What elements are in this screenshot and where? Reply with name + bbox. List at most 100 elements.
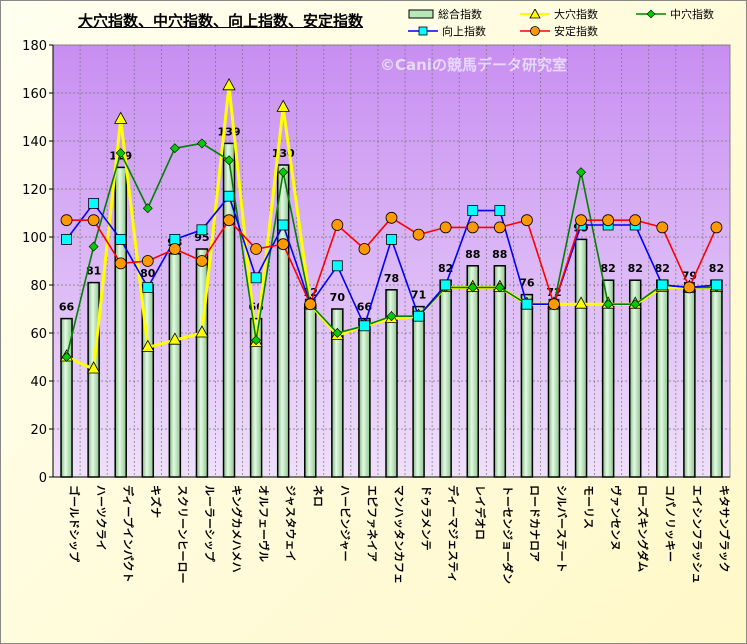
point-kojo (61, 233, 72, 245)
legend-item-oana: 大穴指数 (520, 6, 598, 22)
point-kojo (494, 205, 506, 217)
point-chuana (630, 299, 641, 310)
x-category-label: ハーツクライ (95, 485, 108, 551)
bar-sogo (412, 305, 425, 478)
point-kojo (169, 233, 181, 245)
point-oana (195, 325, 209, 338)
point-kojo (115, 233, 127, 245)
x-category-label: ハービンジャー (338, 485, 352, 561)
y-tick-label: 180 (22, 39, 47, 54)
point-antei (385, 211, 398, 224)
point-antei (412, 228, 425, 241)
y-tick-label: 80 (30, 279, 47, 294)
point-kojo (656, 279, 668, 291)
legend-label: 安定指数 (554, 25, 598, 38)
point-antei (493, 221, 506, 234)
x-category-label: コパノリッキー (663, 485, 676, 562)
legend-item-kojo: 向上指数 (408, 23, 486, 39)
bar-sogo (574, 238, 588, 478)
bar-sogo (276, 164, 290, 478)
point-oana (86, 361, 101, 374)
point-chuana (142, 203, 153, 214)
legend-item-antei: 安定指数 (520, 23, 598, 39)
point-antei (358, 243, 371, 255)
point-antei (656, 221, 669, 234)
point-antei (114, 257, 127, 270)
point-chuana (88, 241, 99, 252)
point-oana (168, 332, 182, 345)
y-tick-label: 100 (22, 231, 47, 246)
x-category-label: ロードカナロア (528, 485, 541, 562)
legend-label: 中穴指数 (670, 8, 714, 21)
x-category-label: スクリーンヒーロー (176, 485, 189, 583)
legend-item-sogo: 総合指数 (408, 6, 482, 22)
bar-data-label: 88 (465, 248, 480, 261)
point-kojo (142, 281, 154, 293)
bar-sogo (520, 293, 534, 478)
point-antei (87, 214, 100, 227)
bar-sogo (656, 279, 669, 478)
bar-sogo (601, 279, 615, 478)
legend-label: 向上指数 (442, 25, 486, 38)
bar-sogo (628, 279, 642, 478)
point-kojo (359, 320, 370, 332)
bar-sogo (710, 279, 723, 478)
bar-data-label: 80 (140, 267, 156, 280)
point-kojo (440, 279, 452, 291)
point-chuana (251, 335, 262, 346)
y-tick-label: 40 (30, 375, 47, 390)
bar-data-label: 66 (59, 301, 75, 314)
point-chuana (603, 299, 614, 310)
y-tick-label: 160 (22, 87, 47, 102)
x-category-label: マンハッタンカフェ (393, 485, 406, 584)
bar-data-label: 82 (709, 262, 724, 275)
point-oana (276, 99, 290, 112)
bar-sogo (358, 317, 371, 478)
point-kojo (521, 298, 533, 310)
point-antei (439, 221, 452, 234)
bar-sogo (195, 248, 209, 478)
point-chuana (224, 155, 234, 166)
x-category-label: キングカメハメハ (230, 485, 244, 573)
x-category-label: トーセンジョーダン (501, 485, 515, 584)
bar-data-label: 70 (330, 291, 346, 304)
chart-title: 大穴指数、中穴指数、向上指数、安定指数 (78, 12, 364, 30)
point-antei (629, 214, 642, 227)
point-antei (521, 214, 533, 227)
point-chuana (115, 148, 126, 158)
x-category-label: モーリス (582, 485, 595, 529)
point-antei (196, 255, 208, 267)
bar-sogo (493, 265, 507, 478)
bar-data-label: 139 (218, 125, 241, 138)
x-category-label: ヴァンセンヌ (609, 485, 623, 551)
point-chuana (61, 352, 72, 362)
legend: 総合指数 大穴指数 中穴指数 向上指数 安定指数 (408, 6, 738, 40)
bar-sogo (547, 303, 561, 478)
point-antei (277, 238, 290, 251)
bar-sogo (87, 281, 100, 478)
bar-data-label: 88 (492, 248, 507, 261)
point-chuana (169, 143, 180, 154)
legend-circle-icon (520, 26, 550, 36)
point-kojo (467, 205, 479, 217)
point-antei (466, 221, 479, 234)
point-chuana (278, 167, 289, 178)
point-antei (331, 219, 344, 231)
legend-item-chuana: 中穴指数 (636, 6, 714, 22)
point-kojo (196, 224, 208, 236)
bar-sogo (683, 286, 696, 478)
point-kojo (413, 310, 424, 322)
bar-data-label: 76 (519, 277, 535, 290)
x-category-label: ルーラーシップ (203, 485, 217, 563)
point-chuana (467, 282, 478, 293)
legend-bar-swatch (408, 9, 434, 19)
y-tick-label: 60 (30, 327, 47, 342)
x-category-label: ローズキングダム (636, 485, 650, 572)
x-category-label: シルバーステート (555, 485, 568, 572)
bar-data-label: 82 (438, 262, 453, 275)
y-tick-label: 140 (22, 135, 47, 150)
legend-label: 総合指数 (438, 8, 482, 21)
bar-data-label: 78 (384, 272, 399, 285)
legend-square-icon (408, 26, 438, 36)
point-kojo (88, 197, 100, 209)
